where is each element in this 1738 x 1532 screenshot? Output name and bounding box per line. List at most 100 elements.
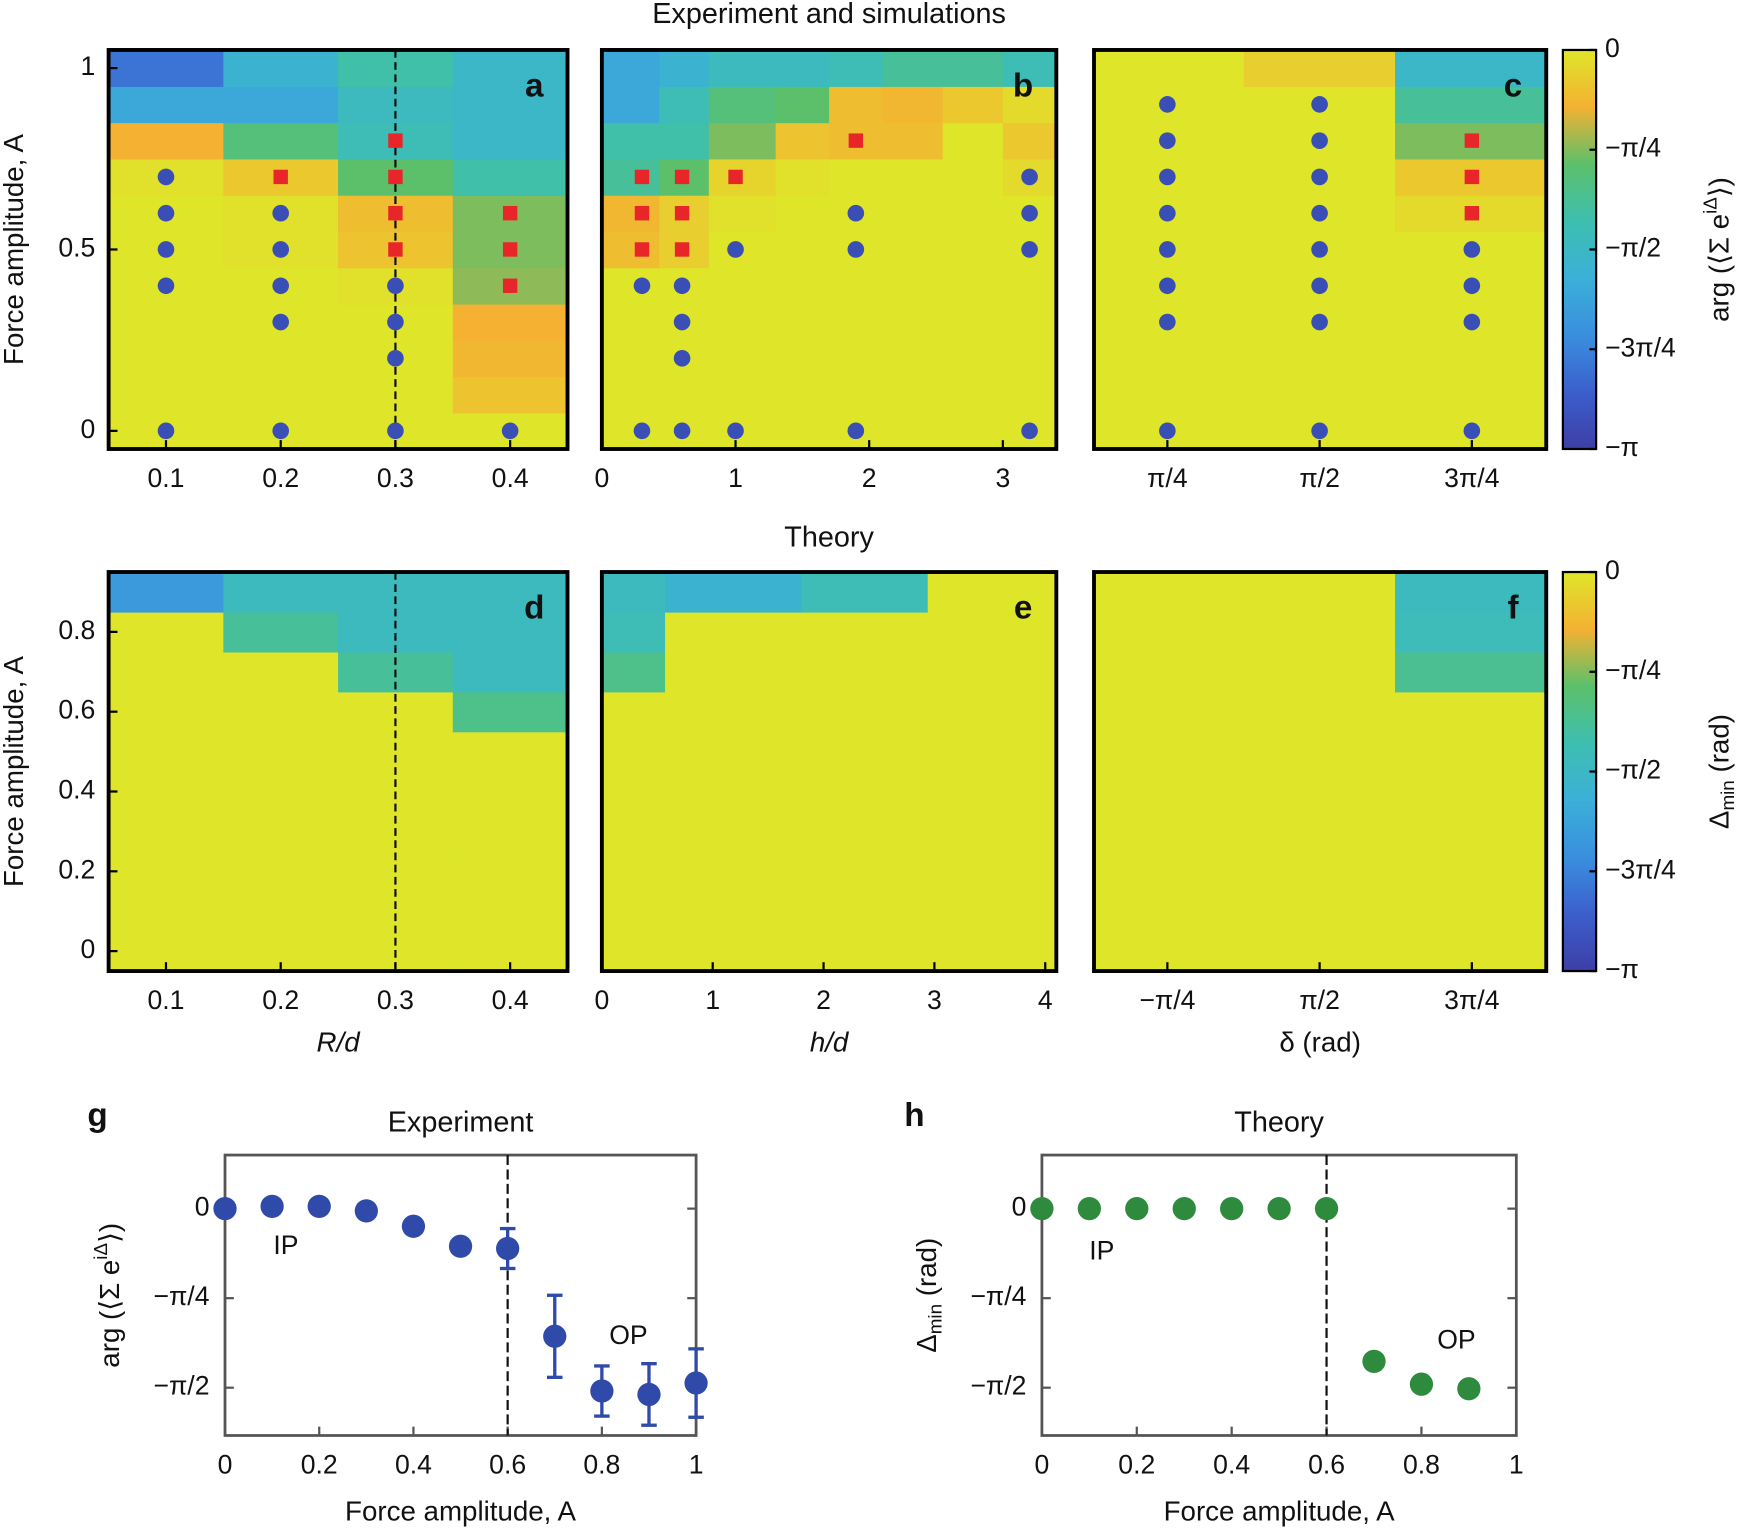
marker-circle	[501, 422, 519, 440]
marker-circle	[1311, 132, 1328, 149]
colorbar-tick-label: −π/4	[1605, 133, 1661, 163]
colorbar-tick-label: −π/4	[1605, 655, 1661, 685]
y-tick-label: 0	[81, 934, 96, 964]
heat-cell	[601, 412, 661, 450]
heat-cell	[1243, 691, 1396, 733]
marker-circle	[272, 277, 290, 295]
heat-cell	[927, 811, 1057, 853]
marker-circle	[1311, 277, 1328, 295]
y-tick-label: 1	[81, 51, 96, 81]
heat-cell	[775, 412, 830, 450]
marker-square	[674, 242, 690, 257]
y-tick-label: 0	[1012, 1192, 1027, 1222]
label-part: ⟩)	[94, 1223, 125, 1243]
label-part: arg (⟨Σ e	[1704, 214, 1735, 322]
marker-circle	[307, 1194, 331, 1218]
marker-square	[634, 169, 650, 185]
heat-cell	[829, 340, 884, 378]
heat-cell	[1002, 122, 1057, 160]
marker-circle	[496, 1236, 520, 1261]
heat-cell	[223, 86, 339, 124]
x-tick-label: 4	[1038, 985, 1053, 1015]
heat-cell	[452, 731, 569, 773]
heat-cell	[452, 891, 569, 932]
heat-cell	[601, 572, 666, 613]
colorbar-tick-label: −π/2	[1605, 755, 1661, 785]
marker-circle	[673, 277, 691, 295]
heat-cell	[338, 891, 454, 932]
marker-square	[1464, 205, 1480, 221]
marker-circle	[1463, 277, 1481, 295]
heat-cell	[1243, 49, 1396, 87]
heat-cell	[829, 303, 884, 341]
x-tick-label: 0.4	[492, 985, 529, 1015]
heat-cell	[601, 231, 661, 269]
heat-cell	[1243, 891, 1396, 932]
heat-cell	[882, 376, 944, 414]
marker-circle	[354, 1199, 378, 1223]
panel-letter: d	[524, 589, 544, 626]
heat-cell	[927, 731, 1057, 773]
heat-cell	[1094, 851, 1245, 892]
heat-cell	[601, 195, 661, 233]
heat-cell	[775, 231, 830, 269]
x-tick-label: π/2	[1299, 463, 1340, 493]
heat-cell	[108, 303, 225, 341]
heat-cell	[801, 811, 929, 853]
heat-cell	[665, 572, 803, 613]
x-tick-label: 1	[705, 985, 720, 1015]
x-tick-label: 3π/4	[1444, 985, 1500, 1015]
heat-cell	[665, 891, 803, 932]
marker-circle	[1311, 204, 1328, 222]
panel-letter: c	[1504, 67, 1523, 104]
heat-cell	[452, 572, 569, 613]
marker-circle	[543, 1324, 567, 1348]
heat-cell	[108, 49, 225, 87]
marker-circle	[1159, 313, 1176, 331]
x-tick-label: 0.1	[147, 463, 184, 493]
x-tick-label: π/2	[1299, 985, 1340, 1015]
heat-cell	[108, 340, 225, 378]
panel-letter: g	[87, 1097, 107, 1134]
heat-cell	[927, 931, 1057, 972]
marker-square	[1464, 169, 1480, 185]
label-part: Δ	[911, 1334, 942, 1353]
heat-cell	[452, 851, 569, 892]
marker-square	[674, 169, 690, 185]
marker-circle	[387, 349, 404, 367]
heat-cell	[1243, 811, 1396, 853]
heat-cell	[223, 851, 339, 892]
heat-cell	[665, 611, 803, 653]
x-tick-label: 0.4	[492, 463, 529, 493]
heat-cell	[659, 122, 710, 160]
marker-circle	[387, 422, 404, 440]
heat-cell	[882, 158, 944, 196]
panel-letter: f	[1507, 589, 1519, 626]
marker-circle	[1125, 1196, 1149, 1221]
marker-circle	[157, 241, 175, 258]
marker-circle	[1021, 422, 1038, 440]
row-title: Experiment and simulations	[652, 0, 1006, 30]
heat-cell	[942, 195, 1004, 233]
heat-cell	[942, 303, 1004, 341]
heat-cell	[223, 572, 339, 613]
heat-cell	[1094, 811, 1245, 853]
heat-cell	[659, 376, 710, 414]
marker-square	[388, 242, 403, 257]
heat-cell	[1395, 891, 1547, 932]
heat-cell	[942, 49, 1004, 87]
marker-circle	[272, 422, 290, 440]
heat-cell	[1002, 340, 1057, 378]
y-axis-label: Δmin (rad)	[911, 1238, 945, 1353]
heat-cell	[1395, 49, 1547, 87]
heat-cell	[601, 122, 661, 160]
heat-cell	[223, 691, 339, 733]
x-tick-label: 0.3	[377, 463, 414, 493]
marker-circle	[1172, 1196, 1196, 1221]
heat-cell	[223, 376, 339, 414]
heat-cell	[1094, 611, 1245, 653]
x-tick-label: 3	[927, 985, 942, 1015]
heat-cell	[601, 891, 666, 932]
marker-circle	[727, 422, 744, 440]
